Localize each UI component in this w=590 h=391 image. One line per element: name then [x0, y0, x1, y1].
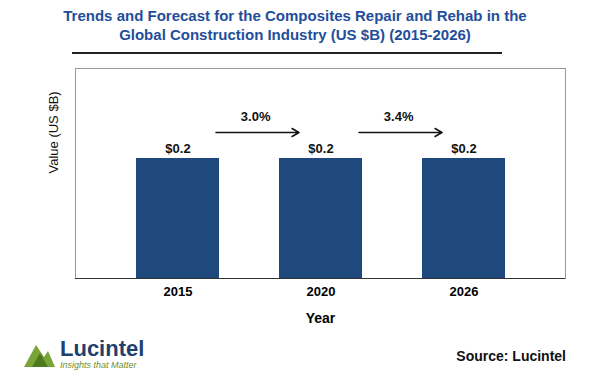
svg-text:$0.2: $0.2: [165, 141, 190, 156]
svg-text:Year: Year: [306, 310, 336, 326]
html-text:Source: Lucintel: Source: Lucintel: [456, 348, 566, 364]
svg-text:Value (US $B): Value (US $B): [46, 91, 61, 173]
svg-text:$0.2: $0.2: [451, 141, 476, 156]
svg-text:2015: 2015: [164, 284, 193, 299]
html-text:Trends and Forecast for the Co: Trends and Forecast for the Composites R…: [63, 7, 527, 43]
svg-text:2026: 2026: [450, 284, 479, 299]
svg-text:$0.2: $0.2: [308, 141, 333, 156]
svg-text:3.0%: 3.0%: [241, 109, 271, 124]
html-text:Lucintel: Lucintel: [60, 336, 145, 361]
svg-text:2020: 2020: [307, 284, 336, 299]
svg-text:3.4%: 3.4%: [384, 109, 414, 124]
html-text:Insights that Matter: Insights that Matter: [60, 360, 137, 370]
